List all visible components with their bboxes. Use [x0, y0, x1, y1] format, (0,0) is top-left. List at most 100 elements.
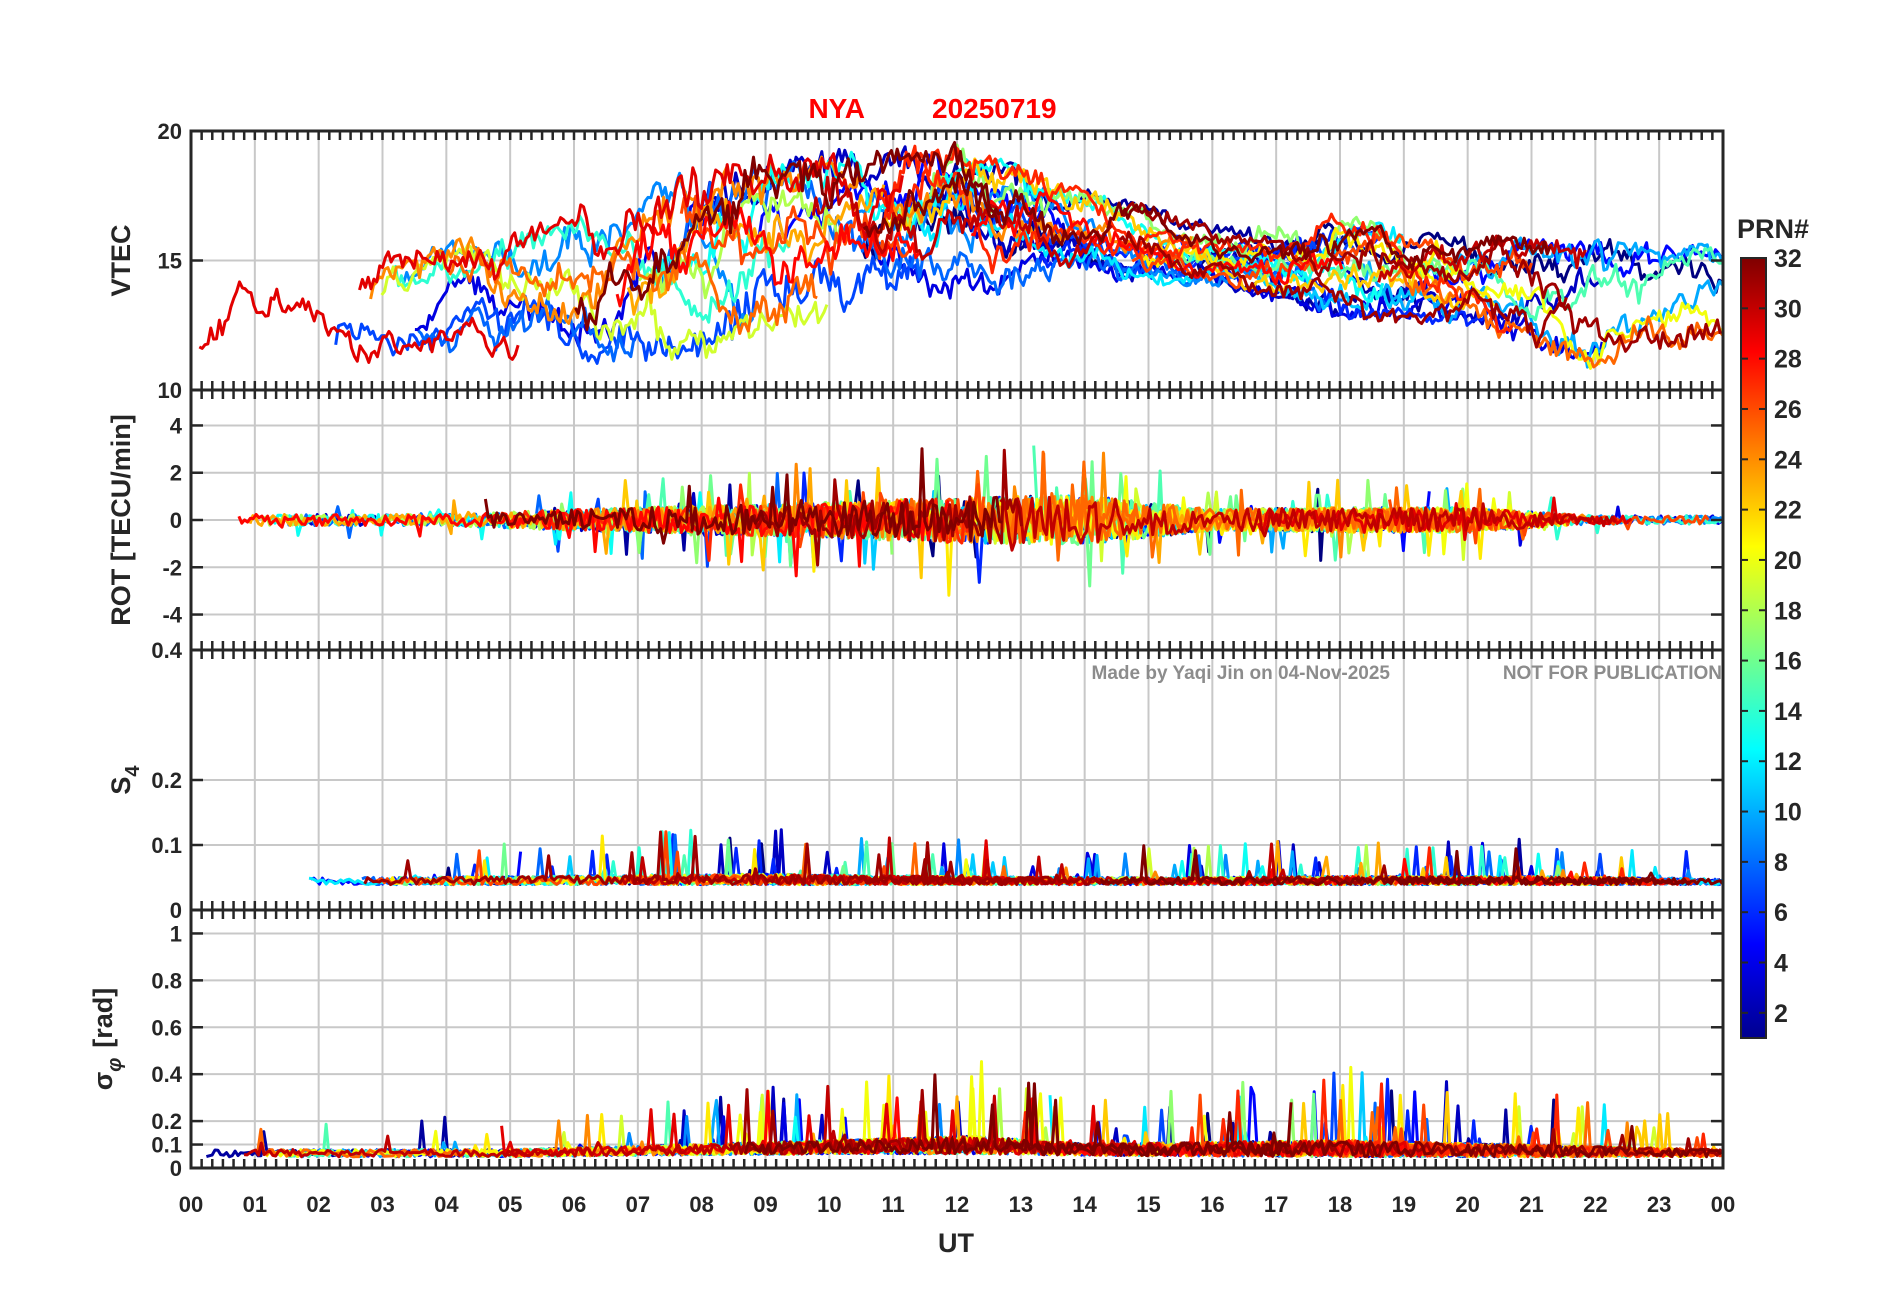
x-tick-label-23: 23 — [1647, 1192, 1671, 1217]
colorbar-tick-label-16: 16 — [1774, 648, 1802, 676]
colorbar-tick-label-4: 4 — [1774, 950, 1788, 978]
colorbar-tick-label-14: 14 — [1774, 698, 1802, 726]
colorbar-tick-label-22: 22 — [1774, 497, 1802, 525]
ylabel-sub: φ — [104, 1058, 126, 1072]
x-tick-label-19: 19 — [1392, 1192, 1416, 1217]
panel-s4-ytick-label: 0.1 — [151, 833, 182, 858]
panel-s4-ytick-label: 0.2 — [151, 768, 182, 793]
colorbar-tick-label-12: 12 — [1774, 748, 1802, 776]
panel-s4: 0 0.1 0.2 0.4 S4 — [106, 638, 1725, 923]
trace-prn-32 — [743, 1073, 1293, 1158]
colorbar-tick-label-2: 2 — [1774, 1000, 1788, 1028]
panel-rot-ytick-label: 0 — [170, 508, 182, 533]
trace-prn-30 — [243, 1134, 524, 1159]
trace-prn-28 — [237, 496, 950, 578]
x-tick-label-6: 06 — [562, 1192, 586, 1217]
panel-sigma_phi-traces — [205, 1060, 1723, 1159]
trace-prn-27 — [875, 168, 1198, 275]
panel-sigma_phi-ytick-label: 0.1 — [151, 1133, 182, 1158]
x-tick-label-1: 01 — [243, 1192, 267, 1217]
panel-sigma_phi-ytick-label: 0.4 — [151, 1062, 182, 1087]
colorbar-tick-label-18: 18 — [1774, 597, 1802, 625]
trace-prn-30 — [1377, 234, 1587, 283]
x-tick-label-8: 08 — [689, 1192, 713, 1217]
colorbar-tick-label-28: 28 — [1774, 346, 1802, 374]
panel-rot-ytick-label: -2 — [162, 555, 182, 580]
x-tick-label-11: 11 — [882, 1192, 905, 1217]
colorbar-tick-label-30: 30 — [1774, 295, 1802, 323]
x-tick-label-18: 18 — [1328, 1192, 1352, 1217]
panel-sigma_phi-ytick-label: 0.8 — [151, 968, 182, 993]
x-axis-ticks: 00 01 02 03 04 05 06 07 08 09 10 11 12 13 14 15 16 17 18 19… — [179, 1192, 1735, 1217]
x-tick-label-9: 09 — [753, 1192, 777, 1217]
panel-s4-ylabel: S4 — [106, 765, 144, 795]
x-tick-label-5: 05 — [498, 1192, 522, 1217]
panel-vtec-ytick-label: 20 — [158, 119, 182, 144]
trace-prn-29 — [1256, 496, 1633, 542]
trace-prn-20 — [1399, 263, 1723, 370]
panel-s4-traces — [308, 828, 1723, 887]
panel-rot: -4 -2 0 2 4 ROT [TECU/min] — [106, 388, 1725, 652]
x-tick-label-3: 03 — [370, 1192, 394, 1217]
panel-sigma_phi-ytick-label: 1 — [170, 921, 182, 946]
x-tick-label-22: 22 — [1583, 1192, 1607, 1217]
panel-rot-ylabel: ROT [TECU/min] — [106, 414, 136, 625]
panel-sigma_phi-ylabel: σφ [rad] — [88, 988, 126, 1091]
watermark-credit: Made by Yaqi Jin on 04-Nov-2025 — [1092, 663, 1391, 684]
colorbar-tick-label-32: 32 — [1774, 245, 1802, 273]
panel-vtec-ytick-label: 10 — [158, 378, 182, 403]
chart-title-station: NYA — [808, 93, 865, 124]
trace-prn-32 — [1099, 844, 1690, 887]
trace-prn-25 — [1389, 266, 1723, 369]
trace-prn-28 — [615, 200, 920, 308]
x-tick-label-13: 13 — [1009, 1192, 1033, 1217]
panel-vtec: 10 15 20 VTEC — [106, 119, 1725, 403]
colorbar-tick-label-6: 6 — [1774, 899, 1788, 927]
panel-sigma_phi-ytick-label: 0.6 — [151, 1015, 182, 1040]
panel-sigma_phi-ytick-label: 0.2 — [151, 1109, 182, 1134]
colorbar-tick-label-26: 26 — [1774, 396, 1802, 424]
colorbar-tick-label-24: 24 — [1774, 446, 1802, 474]
trace-prn-13 — [648, 150, 1385, 303]
x-tick-label-7: 07 — [626, 1192, 650, 1217]
panel-s4-ytick-label: 0.4 — [151, 638, 182, 663]
trace-prn-19 — [380, 243, 829, 361]
trace-prn-31 — [1261, 1127, 1723, 1159]
trace-prn-25 — [448, 241, 818, 335]
trace-prn-10 — [1422, 236, 1723, 280]
panel-vtec-ytick-label: 15 — [158, 249, 182, 274]
x-tick-label-0: 00 — [179, 1192, 203, 1217]
panel-vtec-traces — [198, 141, 1723, 370]
x-tick-label-14: 14 — [1072, 1192, 1097, 1217]
x-tick-label-16: 16 — [1200, 1192, 1224, 1217]
trace-prn-31 — [1118, 230, 1722, 353]
ylabel-main: S — [106, 777, 136, 795]
trace-prn-30 — [811, 175, 1113, 269]
x-tick-label-17: 17 — [1264, 1192, 1288, 1217]
trace-prn-32 — [862, 172, 1552, 271]
x-tick-label-15: 15 — [1136, 1192, 1160, 1217]
x-tick-label-10: 10 — [817, 1192, 841, 1217]
colorbar-tick-label-8: 8 — [1774, 849, 1788, 877]
trace-prn-32 — [483, 447, 1003, 545]
trace-prn-32 — [1004, 1081, 1723, 1159]
colorbar-tick-label-10: 10 — [1774, 799, 1802, 827]
trace-prn-31 — [857, 841, 1483, 887]
trace-prn-29 — [198, 280, 520, 364]
panel-rot-ytick-label: 2 — [170, 461, 182, 486]
ylabel-unit: [rad] — [88, 988, 118, 1048]
x-axis-label: UT — [938, 1228, 974, 1258]
ylabel-main: σ — [88, 1072, 118, 1090]
x-tick-label-12: 12 — [945, 1192, 969, 1217]
x-tick-label-20: 20 — [1455, 1192, 1479, 1217]
panel-sigma_phi-ytick-label: 0 — [170, 1156, 182, 1181]
colorbar-gradient — [1740, 257, 1767, 1039]
panel-rot-ytick-label: -4 — [162, 603, 182, 628]
panel-s4-ytick-label: 0 — [170, 898, 182, 923]
panel-vtec-ylabel: VTEC — [106, 224, 136, 296]
colorbar-tick-label-20: 20 — [1774, 547, 1802, 575]
x-tick-label-21: 21 — [1519, 1192, 1543, 1217]
